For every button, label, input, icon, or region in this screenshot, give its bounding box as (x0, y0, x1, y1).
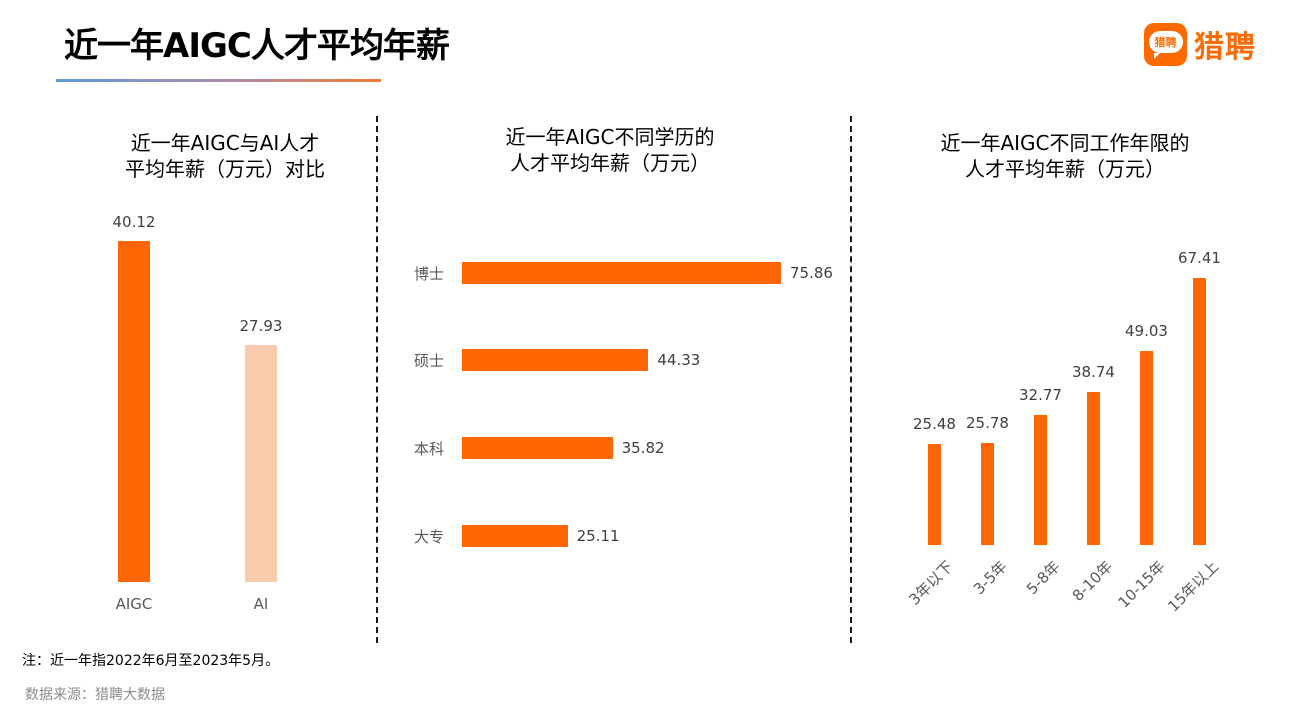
category-label: 3年以下 (905, 557, 958, 609)
bar-work-years (928, 444, 941, 545)
category-label: AI (253, 595, 269, 613)
logo-badge-text: 猎聘 (1148, 31, 1183, 59)
value-label: 67.41 (1178, 249, 1221, 267)
value-label: 38.74 (1072, 362, 1115, 381)
bar-work-years (1034, 415, 1047, 545)
chart-1-title-line-1: 近一年AIGC与AI人才 (130, 131, 320, 155)
category-label: 8-10年 (1068, 557, 1117, 605)
category-label: 3-5年 (969, 557, 1011, 599)
panel-divider-2 (850, 116, 852, 643)
data-source: 数据来源：猎聘大数据 (25, 687, 165, 703)
category-label: 大专 (414, 528, 445, 546)
bar-education (462, 437, 613, 459)
chart-3-title: 近一年AIGC不同工作年限的 人才平均年薪（万元） (915, 130, 1215, 182)
category-label: 5-8年 (1022, 557, 1064, 599)
category-label: 博士 (414, 265, 445, 283)
chart-1-title-line-2: 平均年薪（万元）对比 (125, 157, 325, 181)
footnote: 注：近一年指2022年6月至2023年5月。 (22, 653, 280, 669)
category-label: 本科 (414, 440, 445, 458)
bar-work-years (1193, 278, 1206, 545)
value-label: 49.03 (1125, 321, 1168, 340)
chart-3-title-line-1: 近一年AIGC不同工作年限的 (940, 131, 1190, 155)
value-label: 25.48 (913, 415, 956, 434)
chat-bubble-logo-icon: 猎聘 (1144, 22, 1187, 66)
value-label: 44.33 (657, 351, 701, 369)
chart-3-title-line-2: 人才平均年薪（万元） (965, 157, 1165, 181)
value-label: 40.12 (112, 213, 156, 231)
value-label: 35.82 (621, 439, 665, 457)
chart-1-title: 近一年AIGC与AI人才 平均年薪（万元）对比 (110, 130, 340, 182)
bar-ai (245, 344, 277, 582)
value-label: 27.93 (239, 316, 283, 335)
category-label: AIGC (115, 595, 153, 613)
value-label: 25.11 (576, 527, 620, 545)
liepin-logo: 猎聘 猎聘 (1144, 21, 1256, 67)
bar-education (462, 262, 781, 284)
bar-work-years (981, 442, 994, 545)
bar-education (462, 525, 568, 547)
page-title: 近一年AIGC人才平均年薪 (64, 26, 450, 66)
panel-divider-1 (376, 116, 378, 643)
bar-education (462, 349, 649, 371)
chart-2-title-line-2: 人才平均年薪（万元） (510, 151, 710, 175)
bar-work-years (1087, 391, 1100, 545)
value-label: 32.77 (1019, 386, 1062, 405)
category-label: 硕士 (414, 352, 445, 370)
bar-work-years (1140, 350, 1153, 545)
title-underline (56, 79, 381, 82)
chart-2-title: 近一年AIGC不同学历的 人才平均年薪（万元） (470, 124, 750, 176)
category-label: 10-15年 (1114, 557, 1170, 612)
chart-2-title-line-1: 近一年AIGC不同学历的 (505, 125, 715, 149)
value-label: 75.86 (790, 264, 833, 282)
logo-text: 猎聘 (1194, 30, 1256, 65)
value-label: 25.78 (966, 413, 1009, 432)
bar-aigc (118, 241, 150, 582)
category-label: 15年以上 (1164, 557, 1223, 616)
